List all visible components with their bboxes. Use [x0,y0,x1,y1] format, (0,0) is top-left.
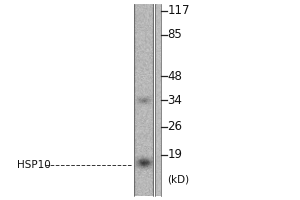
Text: 26: 26 [167,120,182,134]
Text: 48: 48 [167,70,182,82]
Text: 85: 85 [167,28,182,42]
Text: (kD): (kD) [167,174,190,184]
Text: 117: 117 [167,4,190,18]
Text: 19: 19 [167,148,182,162]
Text: HSP10: HSP10 [16,160,50,170]
Text: 34: 34 [167,94,182,106]
